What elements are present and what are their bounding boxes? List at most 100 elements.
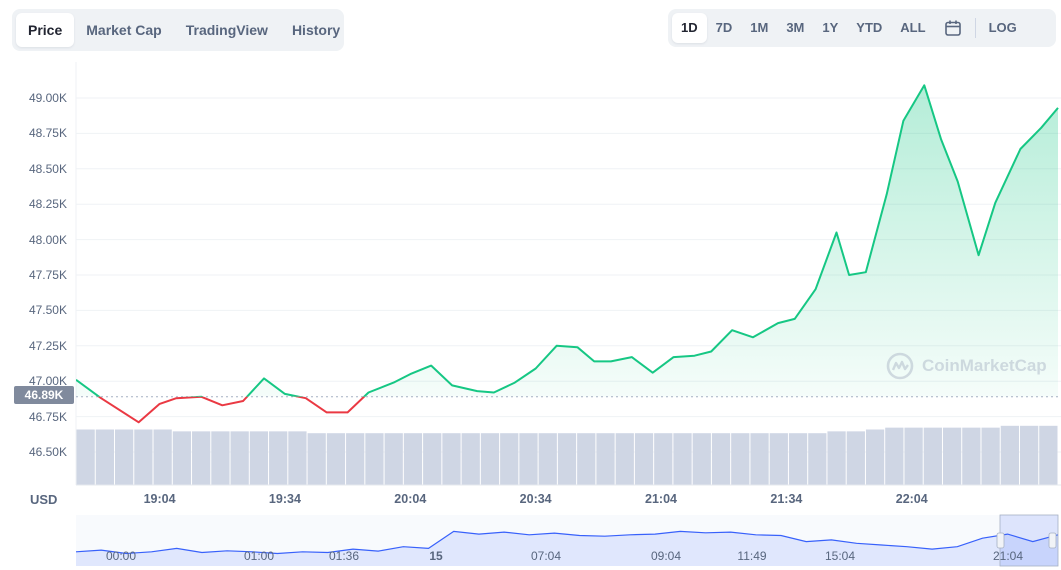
tab-tradingview[interactable]: TradingView [185, 22, 268, 38]
volume-bar [615, 433, 634, 485]
volume-bar [423, 433, 442, 485]
navigator-tick-label: 11:49 [737, 549, 767, 563]
calendar-icon[interactable] [935, 13, 971, 43]
navigator-background [76, 515, 1058, 566]
volume-bar [480, 433, 500, 485]
coinmarketcap-logo-icon [886, 352, 914, 380]
y-tick-label: 47.25K [28, 338, 67, 353]
volume-bar [904, 427, 923, 485]
price-area [76, 85, 1058, 397]
watermark-text: CoinMarketCap [922, 356, 1047, 375]
volume-bar [962, 427, 981, 485]
time-range-selector: 1D 7D 1M 3M 1Y YTD ALL LOG [668, 9, 1056, 47]
navigator-tick-label: 21:04 [992, 549, 1024, 563]
current-price-label: 46.89K [14, 386, 74, 404]
x-tick-label: 19:34 [268, 492, 301, 506]
range-7d-button[interactable]: 7D [715, 20, 733, 35]
volume-bar [865, 429, 885, 485]
y-tick-label: 48.00K [28, 232, 67, 247]
navigator-tick-label: 00:00 [105, 549, 137, 563]
volume-bar [654, 433, 673, 485]
volume-bars [76, 425, 1058, 485]
y-tick-label: 47.75K [28, 268, 67, 282]
tab-price[interactable]: Price [16, 13, 75, 47]
tab-history[interactable]: History [291, 22, 341, 38]
range-3m-button[interactable]: 3M [786, 20, 805, 35]
volume-bar [692, 433, 711, 485]
volume-bar [288, 431, 307, 485]
volume-bar [731, 433, 750, 485]
volume-bar [230, 431, 249, 485]
price-area-fill [76, 85, 1058, 397]
x-tick-label: 19:04 [143, 492, 176, 506]
chart-grid [75, 62, 1061, 485]
volume-bar [346, 433, 365, 485]
x-tick-label: 22:04 [895, 492, 928, 506]
y-tick-label: 46.50K [28, 445, 67, 459]
volume-bar [885, 427, 904, 485]
x-tick-label: 20:34 [519, 492, 552, 506]
volume-bar [384, 433, 403, 485]
volume-bar [538, 433, 557, 485]
x-tick-label: 21:04 [645, 492, 678, 506]
log-scale-toggle[interactable]: LOG [988, 20, 1017, 35]
navigator-handle[interactable] [996, 532, 1005, 549]
volume-bar [750, 433, 769, 485]
range-ytd-button[interactable]: YTD [856, 20, 883, 35]
range-1m-button[interactable]: 1M [750, 20, 769, 35]
volume-bar [634, 433, 654, 485]
volume-bar [1019, 425, 1039, 485]
range-divider [974, 18, 976, 38]
navigator-area [76, 531, 1058, 566]
volume-bar [557, 433, 577, 485]
volume-bar [269, 431, 288, 485]
volume-bar [192, 431, 211, 485]
navigator-selection[interactable] [999, 514, 1059, 567]
chart-type-tabs: Price Market Cap TradingView History [12, 9, 344, 51]
volume-bar [577, 433, 596, 485]
volume-bar [808, 433, 827, 485]
range-1y-button[interactable]: 1Y [822, 20, 839, 35]
navigator-tick-label: 09:04 [650, 549, 682, 563]
volume-bar [673, 433, 692, 485]
volume-bar [249, 431, 269, 485]
x-tick-label: 21:34 [770, 492, 803, 506]
volume-bar [827, 431, 846, 485]
volume-bar [172, 431, 192, 485]
volume-bar [153, 429, 172, 485]
volume-bar [115, 429, 134, 485]
y-tick-label: 46.75K [28, 409, 67, 424]
volume-bar [95, 429, 115, 485]
volume-bar [1000, 425, 1019, 485]
volume-bar [981, 427, 1000, 485]
x-tick-label: 20:04 [394, 492, 427, 506]
navigator-tick-label: 15:04 [824, 549, 856, 563]
navigator-tick-label: 07:04 [530, 549, 562, 563]
y-tick-label: 48.50K [28, 161, 67, 176]
volume-bar [461, 433, 480, 485]
navigator-handle[interactable] [1048, 532, 1057, 549]
y-tick-label: 48.75K [28, 126, 67, 141]
volume-bar [846, 431, 865, 485]
currency-label: USD [30, 492, 58, 507]
watermark: CoinMarketCap [886, 352, 1047, 380]
volume-bar [500, 433, 519, 485]
volume-bar [76, 429, 95, 485]
price-line-up [76, 84, 1059, 397]
volume-bar [519, 433, 538, 485]
volume-bar [365, 433, 384, 485]
volume-bar [769, 433, 788, 485]
navigator-line [75, 530, 1059, 555]
navigator-tick-label: 15 [429, 549, 443, 563]
volume-bar [711, 433, 731, 485]
range-1d-button[interactable]: 1D [672, 13, 707, 43]
range-all-button[interactable]: ALL [900, 20, 926, 35]
navigator[interactable] [75, 514, 1059, 567]
tab-market-cap[interactable]: Market Cap [86, 22, 162, 38]
volume-bar [326, 433, 346, 485]
price-lines [76, 84, 1059, 424]
y-tick-label: 49.00K [28, 91, 67, 105]
volume-bar [307, 433, 326, 485]
volume-bar [134, 429, 153, 485]
